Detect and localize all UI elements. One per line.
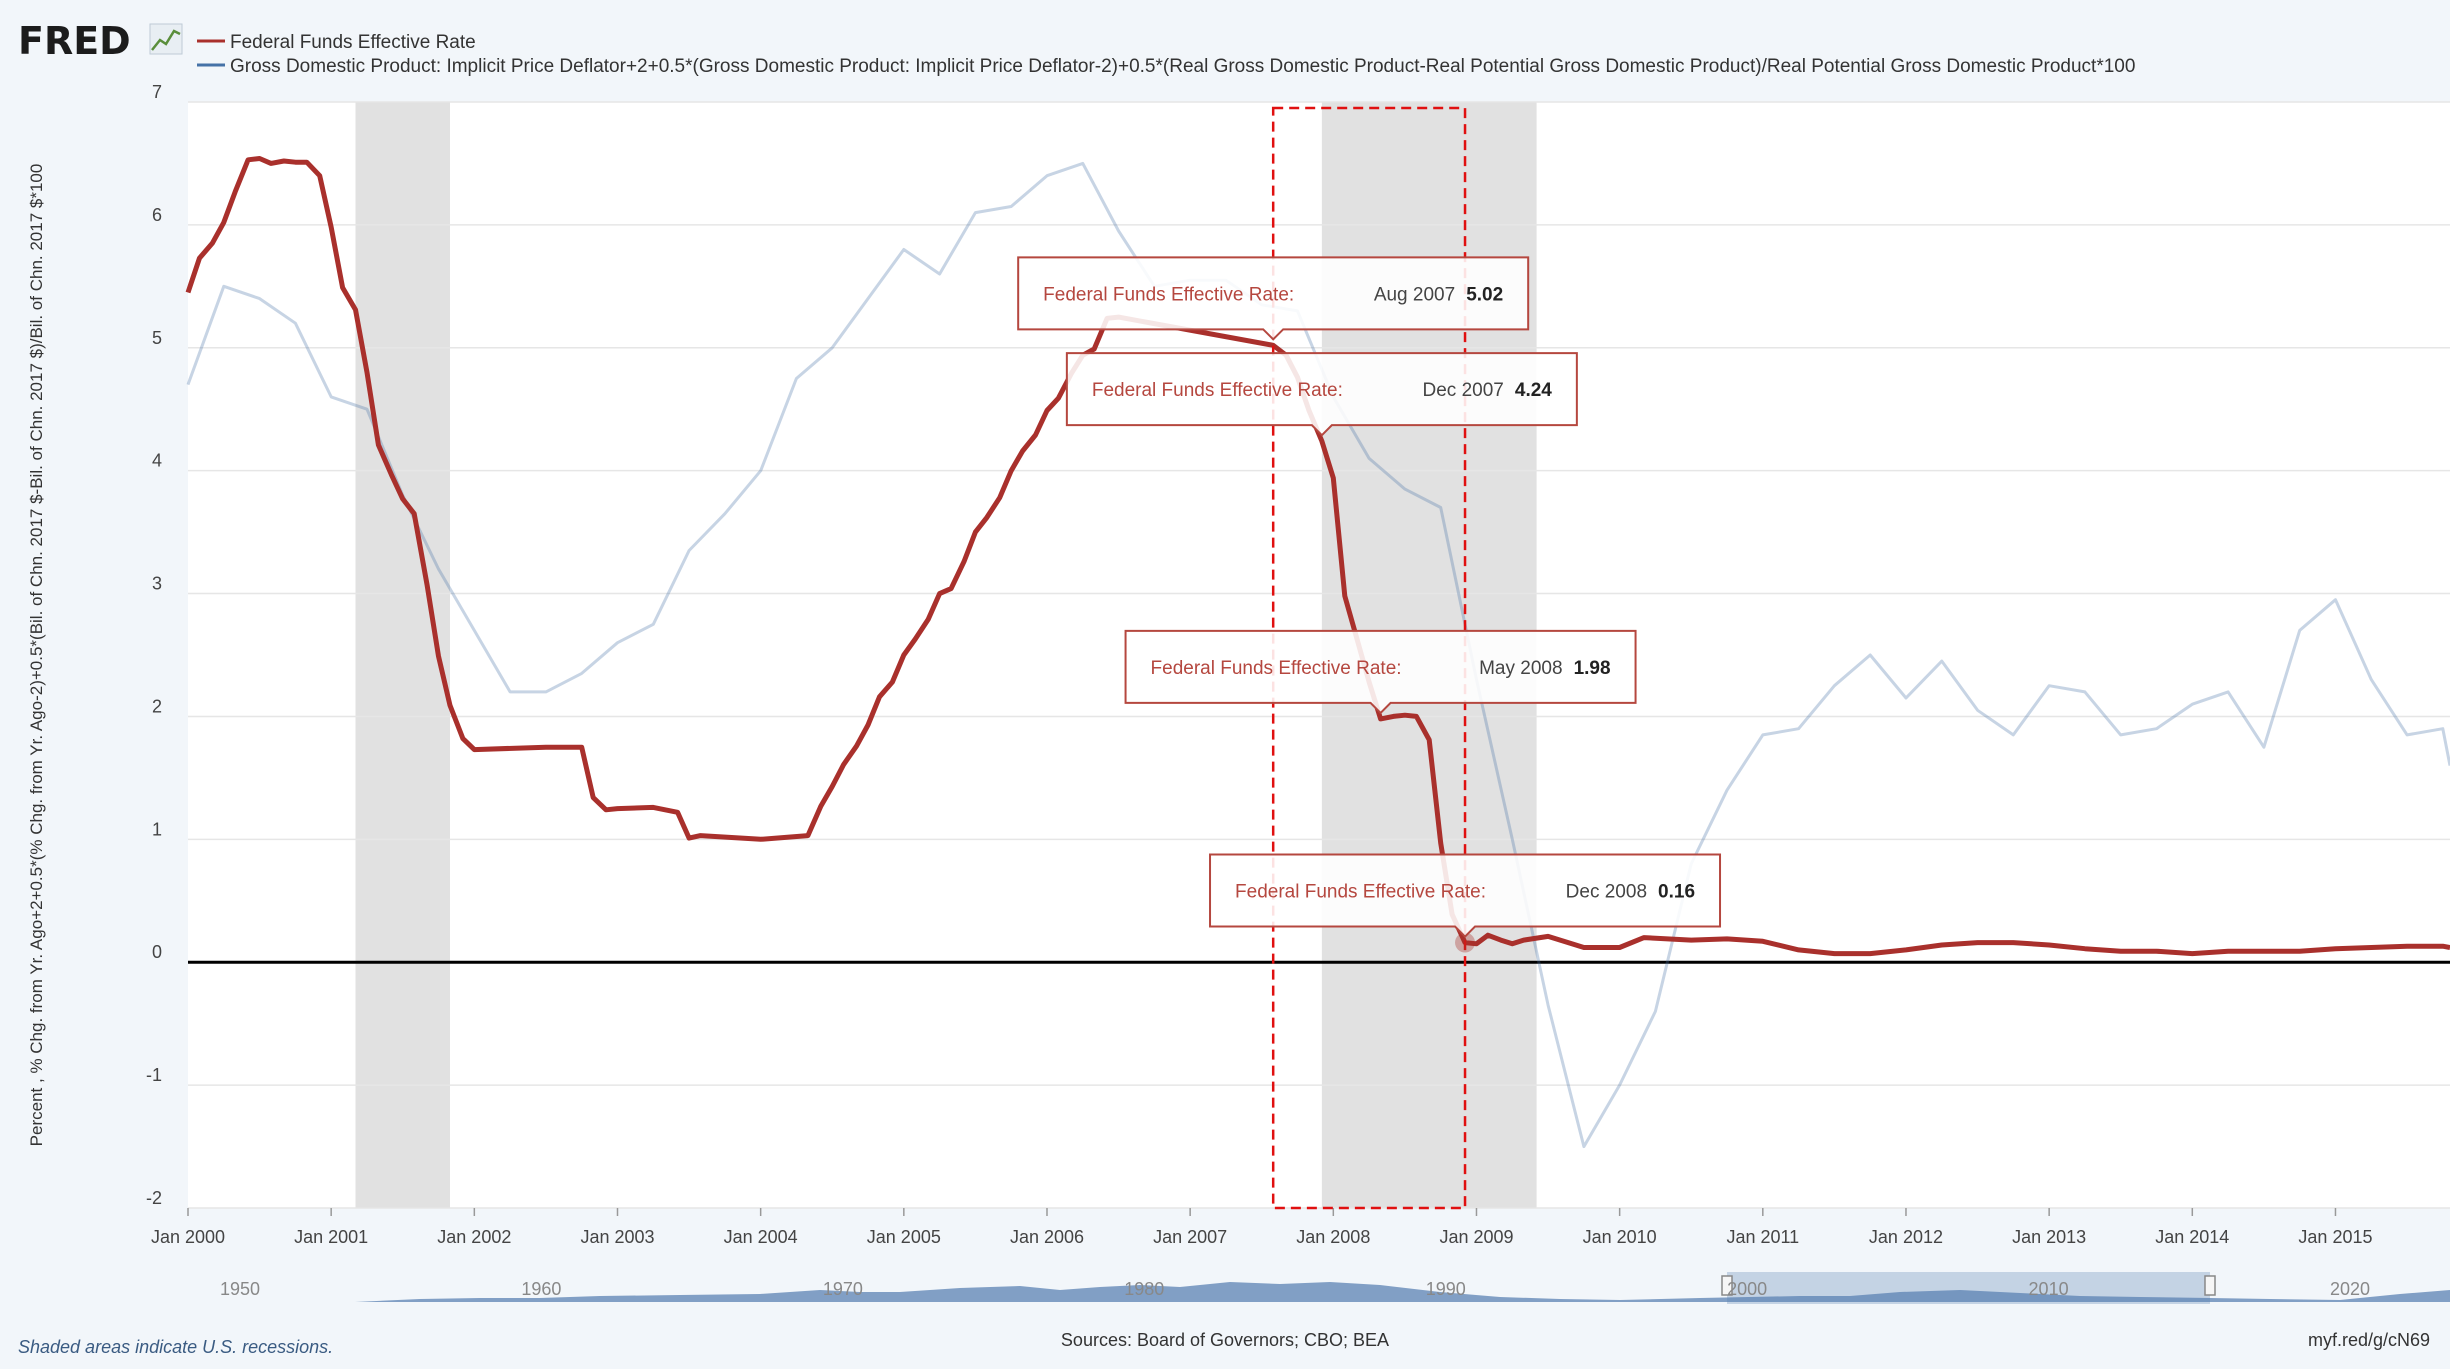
x-tick-label: Jan 2006 — [1010, 1227, 1084, 1247]
tooltips: Federal Funds Effective Rate: 5.02 Aug 200… — [1017, 256, 1722, 938]
tooltip-date: May 2008 — [1479, 658, 1562, 679]
x-axis-ticks: Jan 2000 Jan 2001 Jan 2002 Jan 2003 Jan 2004… — [151, 1208, 2373, 1247]
range-navigator[interactable]: 1950 1960 1970 1980 1990 2000 2010 2020 — [180, 1262, 2450, 1308]
tooltip-0: Federal Funds Effective Rate: 5.02 Aug 200… — [1017, 256, 1530, 341]
y-tick-label: -2 — [146, 1188, 162, 1208]
tooltip-series-label: Federal Funds Effective Rate: — [1235, 882, 1486, 903]
navigator-year-label: 1960 — [521, 1279, 561, 1299]
tooltip-box — [1124, 629, 1637, 715]
x-tick-label: Jan 2014 — [2155, 1227, 2229, 1247]
navigator-series-area — [355, 1282, 2450, 1302]
recession-note: Shaded areas indicate U.S. recessions. — [18, 1337, 333, 1357]
y-tick-label: 3 — [152, 574, 162, 594]
x-tick-label: Jan 2010 — [1583, 1227, 1657, 1247]
y-axis-ticks: -2 -1 0 1 2 3 4 5 6 7 — [146, 82, 162, 1208]
x-tick-label: Jan 2007 — [1153, 1227, 1227, 1247]
navigator-right-handle[interactable] — [2204, 1275, 2216, 1296]
x-tick-label: Jan 2000 — [151, 1227, 225, 1247]
x-tick-label: Jan 2011 — [1726, 1227, 1799, 1247]
navigator-labels: 1950 1960 1970 1980 1990 2000 2010 2020 — [220, 1279, 2370, 1299]
tooltip-value: 4.24 — [1515, 380, 1552, 401]
y-tick-label: 5 — [152, 328, 162, 348]
x-tick-label: Jan 2005 — [867, 1227, 941, 1247]
header: FRED Federal Funds Effective Rate Gross … — [18, 19, 2135, 77]
navigator-year-label: 1970 — [823, 1279, 863, 1299]
navigator-left-handle[interactable] — [1721, 1275, 1733, 1296]
fred-logo[interactable]: FRED — [18, 19, 131, 63]
legend-label-fedfunds[interactable]: Federal Funds Effective Rate — [230, 32, 476, 53]
tooltip-value: 0.16 — [1658, 882, 1695, 903]
tooltip-date: Dec 2008 — [1566, 882, 1647, 903]
fred-logo-graph-icon — [149, 23, 183, 55]
tooltip-value: 1.98 — [1574, 658, 1611, 679]
short-link[interactable]: myf.red/g/cN69 — [2308, 1330, 2430, 1350]
navigator-year-label: 2020 — [2330, 1279, 2370, 1299]
y-tick-label: 6 — [152, 205, 162, 225]
tooltip-series-label: Federal Funds Effective Rate: — [1043, 284, 1294, 305]
x-tick-label: Jan 2002 — [437, 1227, 511, 1247]
x-tick-label: Jan 2001 — [294, 1227, 368, 1247]
navigator-selected-range[interactable] — [1727, 1272, 2210, 1304]
navigator-year-label: 2010 — [2029, 1279, 2069, 1299]
y-tick-label: 4 — [152, 451, 162, 471]
y-tick-label: 2 — [152, 696, 162, 716]
tooltip-value: 5.02 — [1466, 284, 1503, 305]
x-tick-label: Jan 2012 — [1869, 1227, 1943, 1247]
x-tick-label: Jan 2004 — [724, 1227, 798, 1247]
y-tick-label: 7 — [152, 82, 162, 102]
tooltip-series-label: Federal Funds Effective Rate: — [1092, 380, 1343, 401]
y-tick-label: -1 — [146, 1065, 162, 1085]
tooltip-date: Aug 2007 — [1374, 284, 1455, 305]
tooltip-3: Federal Funds Effective Rate: 0.16 Dec 200… — [1209, 853, 1722, 938]
x-tick-label: Jan 2013 — [2012, 1227, 2086, 1247]
tooltip-series-label: Federal Funds Effective Rate: — [1151, 658, 1402, 679]
navigator-year-label: 1990 — [1426, 1279, 1466, 1299]
legend-label-gdp[interactable]: Gross Domestic Product: Implicit Price D… — [230, 56, 2135, 77]
hover-point-marker — [1455, 932, 1476, 953]
x-tick-label: Jan 2015 — [2298, 1227, 2372, 1247]
tooltip-box — [1017, 256, 1530, 341]
legend: Federal Funds Effective Rate Gross Domes… — [197, 32, 2135, 77]
tooltip-box — [1209, 853, 1722, 938]
y-axis-label: Percent , % Chg. from Yr. Ago+2+0.5*(% C… — [27, 164, 46, 1147]
tooltip-1: Federal Funds Effective Rate: 4.24 Dec 200… — [1065, 352, 1578, 437]
tooltip-2: Federal Funds Effective Rate: 1.98 May 200… — [1124, 629, 1637, 715]
x-tick-label: Jan 2003 — [580, 1227, 654, 1247]
tooltip-box — [1065, 352, 1578, 437]
y-tick-label: 1 — [152, 819, 162, 839]
recession-band-0 — [355, 102, 450, 1208]
x-tick-label: Jan 2008 — [1296, 1227, 1370, 1247]
navigator-year-label: 1950 — [220, 1279, 260, 1299]
series-line-fed-funds-rate[interactable] — [185, 156, 2450, 957]
navigator-year-label: 2000 — [1727, 1279, 1767, 1299]
navigator-year-label: 1980 — [1124, 1279, 1164, 1299]
sources-text: Sources: Board of Governors; CBO; BEA — [1061, 1330, 1389, 1350]
y-tick-label: 0 — [152, 942, 162, 962]
tooltip-date: Dec 2007 — [1423, 380, 1504, 401]
x-tick-label: Jan 2009 — [1439, 1227, 1513, 1247]
